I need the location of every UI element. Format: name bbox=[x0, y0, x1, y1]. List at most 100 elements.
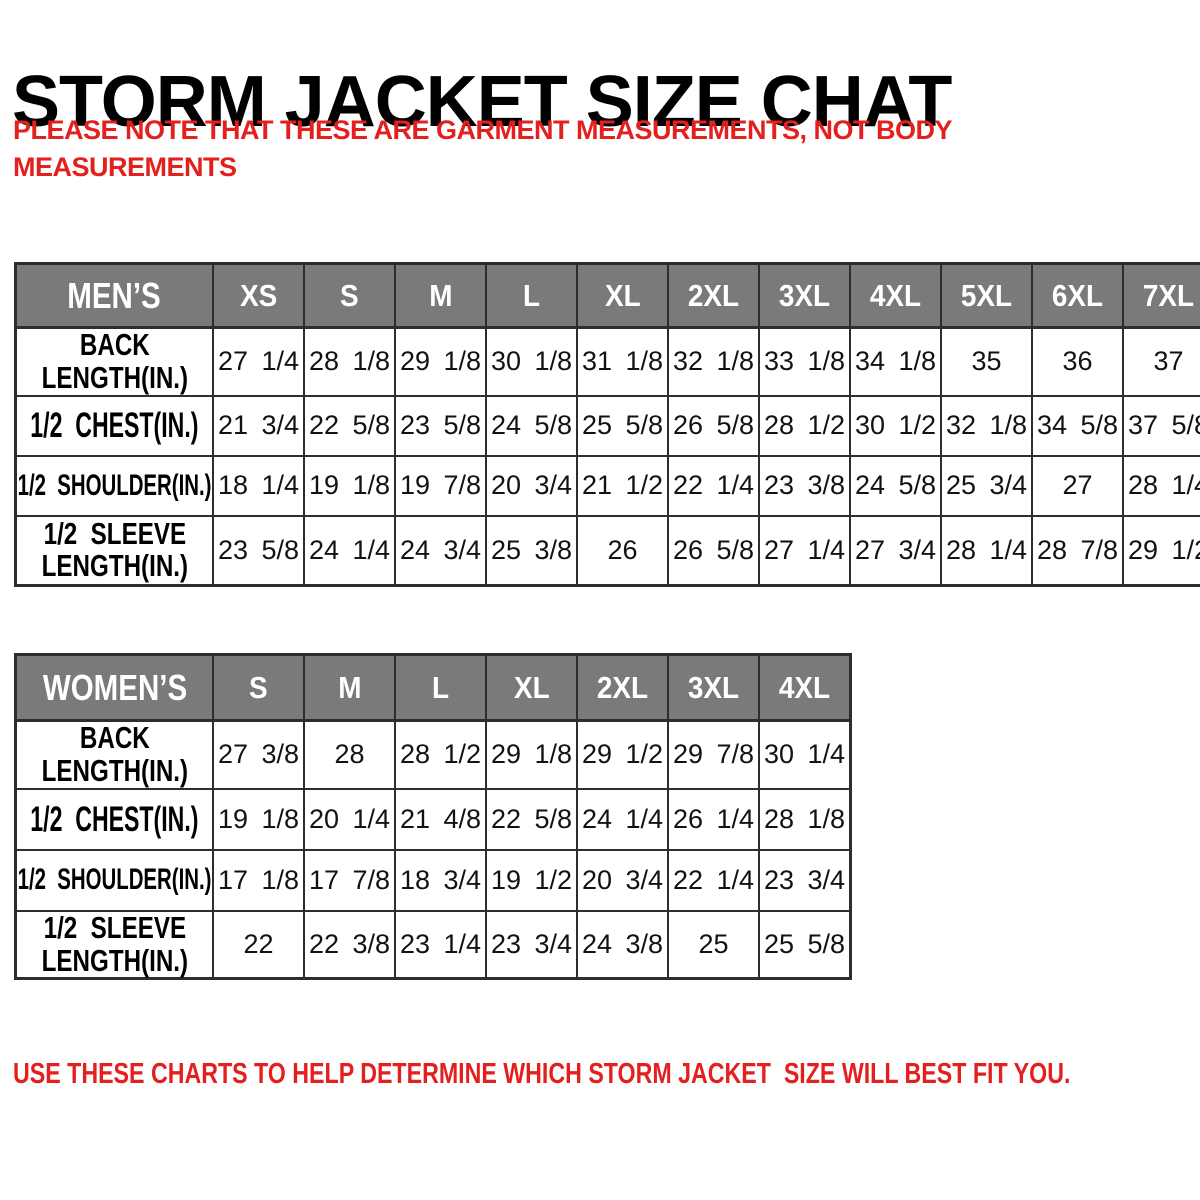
measurement-value-cell: 33 1/8 bbox=[758, 326, 851, 397]
size-header-cell: 5XL bbox=[940, 262, 1033, 329]
size-header-cell-wrap: 2XL bbox=[669, 278, 758, 314]
measurement-value-cell: 22 5/8 bbox=[303, 394, 396, 457]
measurement-value-cell-text: 26 bbox=[607, 534, 638, 565]
measurement-label-cell: 1/2 CHEST(IN.) bbox=[14, 394, 214, 457]
measurement-value-cell-wrap: 25 5/8 bbox=[578, 410, 667, 441]
measurement-value-cell-wrap: 19 1/8 bbox=[305, 470, 394, 501]
measurement-value-cell: 28 1/8 bbox=[303, 326, 396, 397]
measurement-value-cell-text: 21 4/8 bbox=[399, 803, 482, 834]
size-header-cell-text: XL bbox=[513, 669, 550, 705]
measurement-value-cell-wrap: 21 4/8 bbox=[396, 804, 485, 835]
table-title-cell-text: WOMEN’S bbox=[42, 666, 187, 708]
measurement-value-cell-text: 21 1/2 bbox=[581, 470, 664, 501]
measurement-value-cell: 30 1/8 bbox=[485, 326, 578, 397]
measurement-value-cell-text: 29 7/8 bbox=[672, 739, 755, 770]
measurement-value-cell-text: 30 1/4 bbox=[763, 739, 846, 770]
measurement-value-cell: 29 1/2 bbox=[1122, 514, 1200, 587]
measurement-value-cell: 30 1/2 bbox=[849, 394, 942, 457]
measurement-value-cell-wrap: 25 bbox=[669, 929, 758, 960]
measurement-label-cell-text: 1/2 SHOULDER(IN.) bbox=[17, 468, 212, 502]
measurement-value-cell-wrap: 32 1/8 bbox=[942, 410, 1031, 441]
measurement-value-cell-wrap: 28 1/2 bbox=[396, 739, 485, 770]
measurement-value-cell: 24 5/8 bbox=[849, 454, 942, 517]
measurement-value-cell: 28 1/4 bbox=[940, 514, 1033, 587]
size-header-cell-text: 4XL bbox=[869, 277, 922, 313]
size-header-cell: M bbox=[394, 262, 487, 329]
measurement-row: 1/2 SHOULDER(IN.) 17 1/8 17 7/8 18 3/4 19 1/… bbox=[14, 848, 852, 912]
measurement-value-cell-text: 30 1/8 bbox=[490, 346, 573, 377]
measurement-value-cell-text: 19 1/2 bbox=[490, 864, 573, 895]
measurement-value-cell-text: 18 3/4 bbox=[399, 864, 482, 895]
measurement-value-cell: 37 5/8 bbox=[1122, 394, 1200, 457]
measurement-value-cell: 23 3/4 bbox=[485, 909, 578, 980]
measurement-value-cell-text: 24 5/8 bbox=[854, 470, 937, 501]
measurement-value-cell-wrap: 27 1/4 bbox=[760, 535, 849, 566]
measurement-value-cell: 26 1/4 bbox=[667, 787, 760, 851]
measurement-value-cell-wrap: 27 3/4 bbox=[851, 535, 940, 566]
measurement-value-cell-wrap: 34 5/8 bbox=[1033, 410, 1122, 441]
measurement-value-cell: 21 1/2 bbox=[576, 454, 669, 517]
measurement-value-cell-text: 24 5/8 bbox=[490, 410, 573, 441]
table-title-cell-text: MEN’S bbox=[67, 274, 162, 316]
measurement-value-cell-text: 22 3/8 bbox=[308, 929, 391, 960]
measurement-row: 1/2 SLEEVE LENGTH(IN.) 23 5/8 24 1/4 24 3/4… bbox=[14, 514, 1200, 587]
size-header-cell: 4XL bbox=[849, 262, 942, 329]
measurement-value-cell: 23 3/4 bbox=[758, 848, 852, 912]
measurement-value-cell: 22 1/4 bbox=[667, 454, 760, 517]
measurement-value-cell-wrap: 30 1/4 bbox=[760, 739, 849, 770]
measurement-label-cell: 1/2 CHEST(IN.) bbox=[14, 787, 214, 851]
measurement-value-cell-text: 25 3/8 bbox=[490, 534, 573, 565]
size-header-cell-text: 7XL bbox=[1142, 277, 1195, 313]
measurement-value-cell: 22 bbox=[212, 909, 305, 980]
measurement-value-cell-text: 35 bbox=[971, 346, 1002, 377]
measurement-value-cell-wrap: 23 5/8 bbox=[214, 535, 303, 566]
measurement-value-cell-text: 29 1/2 bbox=[581, 739, 664, 770]
measurement-value-cell-wrap: 26 1/4 bbox=[669, 804, 758, 835]
measurement-value-cell-text: 28 1/2 bbox=[399, 739, 482, 770]
measurement-value-cell-text: 25 3/4 bbox=[945, 470, 1028, 501]
measurement-value-cell-wrap: 23 3/8 bbox=[760, 470, 849, 501]
measurement-value-cell-wrap: 20 1/4 bbox=[305, 804, 394, 835]
size-header-cell-wrap: 3XL bbox=[669, 670, 758, 706]
measurement-row: BACK LENGTH(IN.) 27 1/4 28 1/8 29 1/8 30 1/8… bbox=[14, 326, 1200, 397]
measurement-value-cell: 31 1/8 bbox=[576, 326, 669, 397]
measurement-value-cell: 28 7/8 bbox=[1031, 514, 1124, 587]
measurement-label-cell-wrap: 1/2 CHEST(IN.) bbox=[17, 407, 212, 444]
womens-size-table: WOMEN’S S M L XL 2XL 3XL 4XL BACK LENGTH(IN.) 27 … bbox=[14, 653, 852, 981]
measurement-label-cell-wrap: BACK LENGTH(IN.) bbox=[17, 721, 212, 788]
size-header-cell: S bbox=[303, 262, 396, 329]
measurement-value-cell-text: 22 1/4 bbox=[672, 864, 755, 895]
measurement-value-cell: 26 5/8 bbox=[667, 514, 760, 587]
measurement-value-cell-text: 19 1/8 bbox=[217, 803, 300, 834]
measurement-value-cell-text: 22 5/8 bbox=[308, 410, 391, 441]
measurement-value-cell-wrap: 28 1/4 bbox=[942, 535, 1031, 566]
measurement-value-cell: 22 5/8 bbox=[485, 787, 578, 851]
size-header-cell-wrap: XL bbox=[487, 670, 576, 706]
measurement-value-cell-text: 33 1/8 bbox=[763, 346, 846, 377]
measurement-value-cell-wrap: 19 7/8 bbox=[396, 470, 485, 501]
table-title-cell-wrap: MEN’S bbox=[17, 275, 212, 317]
measurement-value-cell: 28 1/2 bbox=[394, 719, 487, 790]
measurement-label-cell-wrap: 1/2 SLEEVE LENGTH(IN.) bbox=[17, 517, 212, 584]
measurement-value-cell-wrap: 29 1/8 bbox=[396, 346, 485, 377]
measurement-value-cell-wrap: 31 1/8 bbox=[578, 346, 667, 377]
measurement-value-cell-wrap: 24 5/8 bbox=[487, 410, 576, 441]
measurement-value-cell-text: 26 1/4 bbox=[672, 803, 755, 834]
measurement-value-cell-wrap: 29 1/2 bbox=[578, 739, 667, 770]
size-header-cell-wrap: 7XL bbox=[1124, 278, 1200, 314]
size-header-cell-wrap: XS bbox=[214, 278, 303, 314]
size-header-cell: M bbox=[303, 653, 396, 722]
measurement-row: 1/2 CHEST(IN.) 21 3/4 22 5/8 23 5/8 24 5/8 25… bbox=[14, 394, 1200, 457]
size-header-cell-text: 6XL bbox=[1051, 277, 1104, 313]
measurement-value-cell: 37 bbox=[1122, 326, 1200, 397]
measurement-value-cell-wrap: 25 3/4 bbox=[942, 470, 1031, 501]
measurement-value-cell: 19 1/8 bbox=[303, 454, 396, 517]
measurement-value-cell: 21 3/4 bbox=[212, 394, 305, 457]
measurement-value-cell-text: 36 bbox=[1062, 346, 1093, 377]
measurement-value-cell: 29 1/8 bbox=[485, 719, 578, 790]
measurement-value-cell-wrap: 37 bbox=[1124, 346, 1200, 377]
measurement-value-cell-text: 18 1/4 bbox=[217, 470, 300, 501]
measurement-value-cell-text: 29 1/8 bbox=[490, 739, 573, 770]
measurement-value-cell-text: 24 1/4 bbox=[581, 803, 664, 834]
measurement-value-cell-wrap: 26 5/8 bbox=[669, 535, 758, 566]
